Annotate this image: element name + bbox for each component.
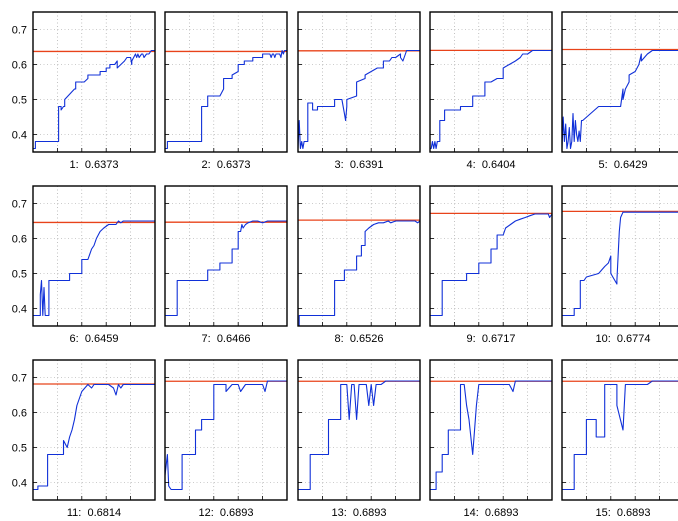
panel-15-frame — [561, 359, 678, 501]
panel-7-frame — [164, 185, 288, 327]
panel-2-caption: 2: 0.6373 — [201, 159, 251, 171]
panel-15-series-line — [562, 380, 678, 491]
panel-10-frame — [561, 185, 678, 327]
panel-5-caption: 5: 0.6429 — [598, 159, 648, 171]
panel-8-series-line — [298, 220, 420, 326]
panel-8-frame — [297, 185, 421, 327]
row-1-ytick-label-3: 0.7 — [12, 25, 27, 37]
panel-11-plot: 0.4 0.5 0.6 0.7 — [12, 359, 156, 501]
panel-13-plot — [297, 359, 421, 501]
panel-6-caption: 6: 0.6459 — [69, 333, 119, 345]
row-3-ytick-label-0: 0.4 — [12, 478, 27, 490]
panel-1-series-line — [33, 49, 155, 150]
panel-3-series-line — [298, 49, 420, 150]
panel-12-caption: 12: 0.6893 — [198, 507, 254, 519]
row-2-ytick-label-3: 0.7 — [12, 199, 27, 211]
panel-4-series-line — [430, 49, 552, 150]
panel-14-caption: 14: 0.6893 — [463, 507, 519, 519]
panel-1-frame — [32, 11, 156, 153]
panel-1-caption: 1: 0.6373 — [69, 159, 119, 171]
panel-11-frame — [32, 359, 156, 501]
panel-11-caption: 11: 0.6814 — [66, 507, 122, 519]
panel-3-plot — [297, 11, 421, 153]
panel-3-caption: 3: 0.6391 — [334, 159, 384, 171]
panel-7-series-line — [165, 220, 287, 317]
panel-5-plot — [561, 11, 678, 153]
panel-10-caption: 10: 0.6774 — [595, 333, 651, 345]
row-3-ytick-label-3: 0.7 — [12, 373, 27, 385]
panel-4-caption: 4: 0.6404 — [466, 159, 516, 171]
panel-1-plot: 0.4 0.5 0.6 0.7 — [12, 11, 156, 153]
row-1-ytick-label-2: 0.6 — [12, 60, 27, 72]
row-1-ytick-label-1: 0.5 — [12, 95, 27, 107]
panel-3-frame — [297, 11, 421, 153]
panel-2-plot — [164, 11, 288, 153]
row-2-ytick-label-2: 0.6 — [12, 234, 27, 246]
panel-14-series-line — [430, 380, 552, 491]
panel-11-series-line — [33, 383, 155, 491]
row-3-ytick-label-1: 0.5 — [12, 443, 27, 455]
panel-13-series-line — [298, 380, 420, 491]
panel-6-series-line — [33, 220, 155, 317]
panel-2-series-line — [165, 49, 287, 150]
row-1-ytick-label-0: 0.4 — [12, 130, 27, 142]
panel-8-plot — [297, 185, 421, 327]
panel-14-frame — [429, 359, 553, 501]
panel-9-plot — [429, 185, 553, 327]
panel-12-plot — [164, 359, 288, 501]
panel-5-series-line — [562, 49, 678, 150]
panel-7-caption: 7: 0.6466 — [201, 333, 251, 345]
row-3-ytick-label-2: 0.6 — [12, 408, 27, 420]
panel-13-caption: 13: 0.6893 — [331, 507, 387, 519]
panel-10-series-line — [562, 211, 678, 317]
row-2-ytick-label-0: 0.4 — [12, 304, 27, 316]
panel-7-plot — [164, 185, 288, 327]
row-2-ytick-label-1: 0.5 — [12, 269, 27, 281]
panel-8-caption: 8: 0.6526 — [334, 333, 384, 345]
panel-15-plot — [561, 359, 678, 501]
panel-4-plot — [429, 11, 553, 153]
panel-5-frame — [561, 11, 678, 153]
panel-9-frame — [429, 185, 553, 327]
panel-12-series-line — [165, 380, 287, 491]
panel-6-plot: 0.4 0.5 0.6 0.7 — [12, 185, 156, 327]
panel-14-plot — [429, 359, 553, 501]
panel-6-frame — [32, 185, 156, 327]
panel-9-caption: 9: 0.6717 — [466, 333, 516, 345]
panel-9-series-line — [430, 213, 552, 317]
panel-15-caption: 15: 0.6893 — [595, 507, 651, 519]
panel-12-frame — [164, 359, 288, 501]
panel-2-frame — [164, 11, 288, 153]
panel-13-frame — [297, 359, 421, 501]
panel-10-plot — [561, 185, 678, 327]
panel-4-frame — [429, 11, 553, 153]
